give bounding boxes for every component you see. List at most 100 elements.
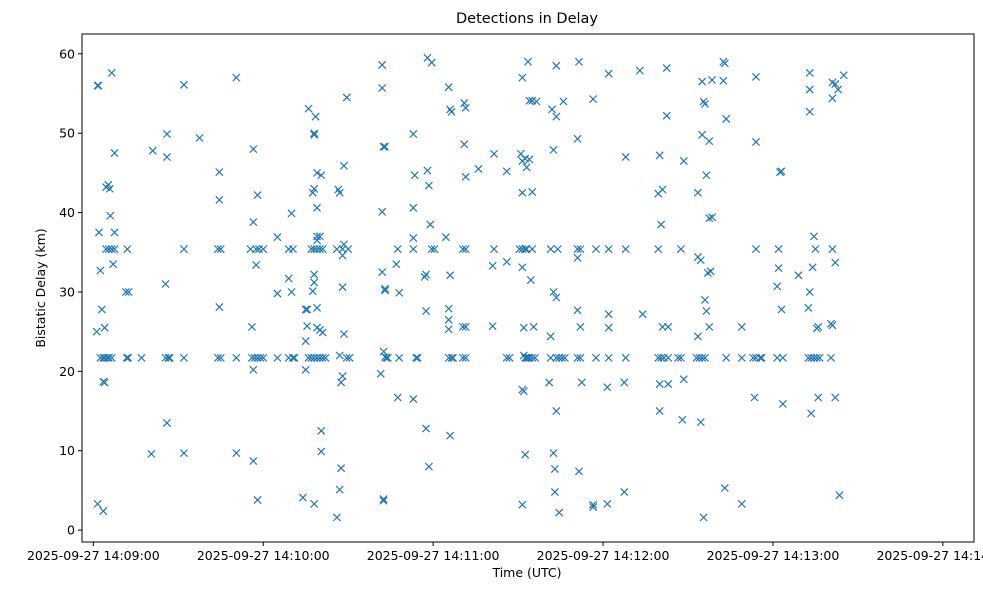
data-point [215, 195, 224, 204]
data-point [676, 245, 685, 254]
data-point [337, 464, 346, 473]
data-point [318, 328, 327, 337]
data-point [379, 496, 388, 505]
data-point [409, 245, 418, 254]
data-point [662, 111, 671, 120]
data-point [489, 245, 499, 254]
data-point [444, 325, 453, 334]
x-tick-label: 2025-09-27 14:12:00 [537, 548, 670, 563]
data-point [332, 513, 341, 522]
data-point [720, 59, 729, 68]
data-point [678, 415, 687, 424]
data-point [378, 83, 387, 92]
data-point [444, 304, 453, 313]
data-point [378, 207, 387, 216]
data-point [777, 167, 786, 176]
data-point [545, 378, 554, 387]
data-point [321, 353, 330, 362]
data-point [424, 462, 433, 471]
data-point [657, 353, 666, 362]
data-point [249, 218, 258, 227]
data-point [548, 105, 557, 114]
data-point [518, 263, 527, 272]
data-point [805, 287, 814, 296]
data-point [774, 245, 783, 254]
data-point [805, 107, 814, 116]
y-tick-label: 60 [59, 46, 75, 61]
data-point [692, 353, 701, 362]
data-point [298, 493, 307, 502]
data-point [378, 60, 387, 69]
data-point [420, 272, 429, 281]
data-point [522, 353, 531, 362]
data-point [395, 353, 404, 362]
data-point [105, 184, 114, 193]
data-point [427, 245, 436, 254]
data-point [301, 365, 310, 374]
data-point [106, 211, 115, 220]
data-point [828, 321, 837, 330]
data-point [808, 263, 817, 272]
data-point [750, 393, 759, 402]
data-point [102, 245, 111, 254]
data-point [383, 353, 392, 362]
data-point [811, 245, 820, 254]
data-point [446, 105, 455, 114]
data-point [706, 267, 715, 276]
data-point [751, 245, 760, 254]
data-point [574, 57, 583, 66]
data-point [657, 220, 666, 229]
data-point [310, 245, 319, 254]
data-point [342, 353, 351, 362]
data-point [522, 163, 531, 172]
data-point [525, 96, 534, 105]
data-point [655, 407, 664, 416]
data-point [447, 107, 456, 116]
data-point [604, 310, 613, 319]
data-point [778, 353, 787, 362]
data-point [284, 274, 293, 283]
data-point [252, 260, 261, 270]
data-point [549, 449, 558, 458]
data-point [751, 137, 760, 146]
y-tick-label: 50 [59, 126, 75, 141]
data-point [430, 245, 439, 254]
data-point [546, 332, 555, 341]
data-point [635, 66, 644, 75]
data-point [342, 93, 351, 102]
data-point [334, 185, 343, 194]
data-point [777, 305, 786, 314]
data-point [216, 353, 225, 362]
data-point [576, 322, 585, 331]
data-point [249, 365, 258, 374]
data-point [124, 353, 133, 362]
data-point [702, 171, 711, 180]
data-point [313, 245, 322, 254]
data-point [338, 251, 347, 260]
data-point [573, 306, 582, 315]
data-point [664, 380, 673, 389]
data-point [700, 99, 710, 108]
data-point [395, 288, 404, 297]
data-point [461, 322, 470, 331]
data-point [751, 72, 760, 81]
data-point [489, 149, 499, 158]
data-point [380, 286, 390, 295]
data-point [812, 353, 821, 362]
data-point [805, 68, 814, 77]
data-point [461, 353, 470, 362]
data-point [552, 112, 561, 121]
data-point [121, 287, 130, 296]
x-tick-label: 2025-09-27 14:11:00 [367, 548, 500, 563]
data-point [409, 203, 418, 212]
data-point [311, 112, 320, 121]
data-point [591, 353, 600, 362]
data-point [249, 457, 258, 466]
data-point [287, 209, 296, 218]
data-point [379, 347, 388, 356]
data-point [304, 353, 313, 362]
data-point [137, 353, 146, 362]
data-point [100, 378, 109, 387]
data-point [674, 353, 683, 362]
data-point [213, 353, 222, 362]
